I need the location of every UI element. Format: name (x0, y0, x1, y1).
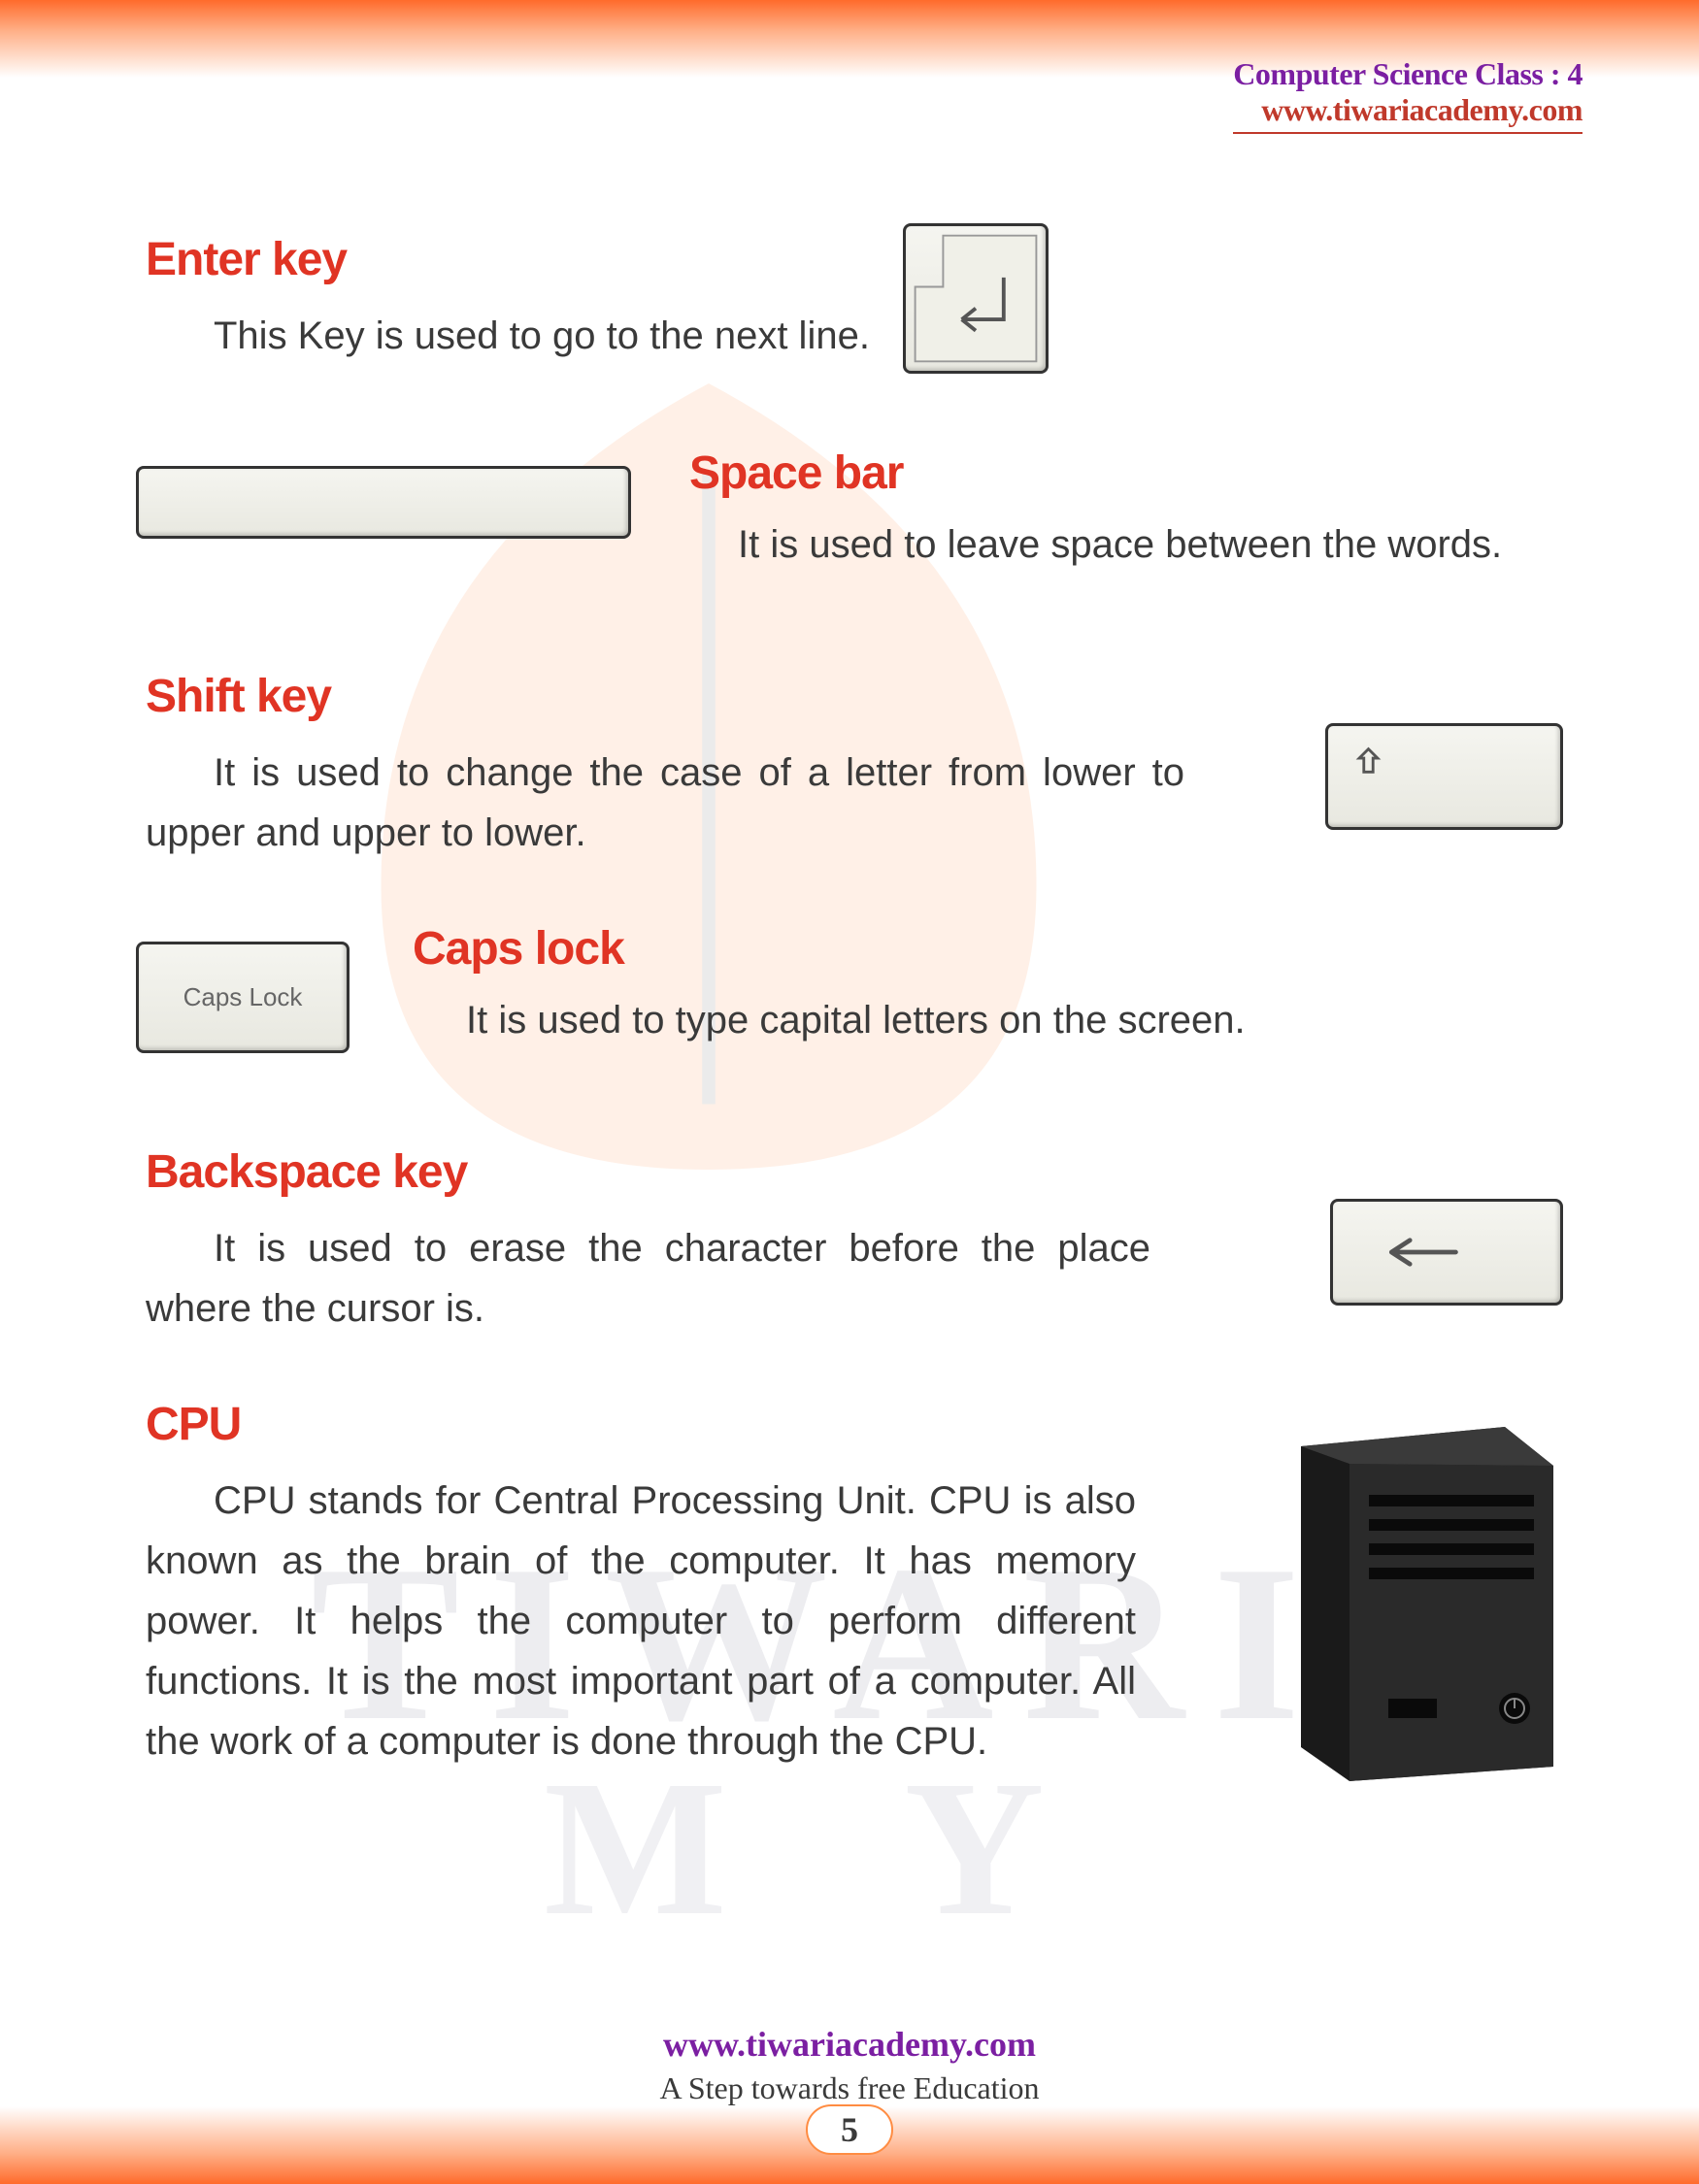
page-header: Computer Science Class : 4 www.tiwariaca… (1233, 56, 1582, 134)
section-cpu: CPU CPU stands for Central Processing Un… (146, 1398, 1563, 1825)
section-caps-lock: Caps Lock Caps lock It is used to type c… (146, 922, 1563, 1087)
backspace-key-image (1330, 1199, 1563, 1306)
text-space: It is used to leave space between the wo… (738, 514, 1582, 575)
capslock-key-label: Caps Lock (183, 982, 303, 1012)
shift-key-image (1325, 723, 1563, 830)
section-space-bar: Space bar It is used to leave space betw… (146, 456, 1563, 612)
heading-caps: Caps lock (413, 922, 624, 976)
footer-url: www.tiwariacademy.com (0, 2024, 1699, 2065)
cpu-tower-image (1252, 1417, 1563, 1786)
page-number: 5 (806, 2104, 893, 2155)
section-enter-key: Enter key This Key is used to go to the … (146, 233, 1563, 398)
header-title: Computer Science Class : 4 (1233, 56, 1582, 92)
page-footer: www.tiwariacademy.com A Step towards fre… (0, 2024, 1699, 2106)
spacebar-key-image (136, 466, 631, 539)
text-enter: This Key is used to go to the next line. (146, 306, 883, 366)
heading-shift: Shift key (146, 670, 1563, 723)
footer-tagline: A Step towards free Education (0, 2070, 1699, 2106)
text-shift: It is used to change the case of a lette… (146, 743, 1184, 863)
header-url: www.tiwariacademy.com (1233, 92, 1582, 128)
text-cpu: CPU stands for Central Processing Unit. … (146, 1471, 1136, 1771)
heading-space: Space bar (689, 447, 903, 500)
heading-enter: Enter key (146, 233, 1563, 286)
main-content: Enter key This Key is used to go to the … (146, 233, 1563, 1990)
text-caps: It is used to type capital letters on th… (466, 990, 1534, 1050)
heading-backspace: Backspace key (146, 1145, 1563, 1199)
text-backspace: It is used to erase the character before… (146, 1218, 1150, 1339)
section-shift-key: Shift key It is used to change the case … (146, 670, 1563, 864)
enter-key-image (903, 223, 1049, 374)
capslock-key-image: Caps Lock (136, 942, 350, 1053)
section-backspace-key: Backspace key It is used to erase the ch… (146, 1145, 1563, 1340)
